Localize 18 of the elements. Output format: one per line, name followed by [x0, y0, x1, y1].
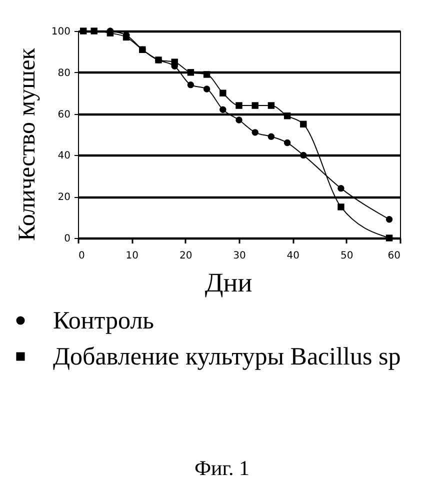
x-tick-label: 60 [388, 250, 400, 262]
x-tick-label: 40 [286, 250, 300, 262]
text: Фиг. 1 [194, 456, 250, 480]
legend-label: Добавление культуры Bacillus sp [53, 344, 401, 370]
x-axis-title: Дни [204, 268, 252, 298]
y-tick-label: 0 [64, 234, 70, 244]
x-tick-label: 10 [126, 250, 139, 262]
legend-label: Контроль [53, 308, 154, 334]
x-tick-label: 20 [179, 250, 192, 262]
y-tick-label: 80 [58, 68, 70, 79]
y-tick-label: 100 [51, 26, 70, 38]
y-tick-label: 60 [58, 109, 70, 120]
y-tick-label: 20 [58, 192, 70, 204]
x-tick-label: 30 [233, 250, 246, 262]
y-tick-label: 40 [58, 150, 70, 162]
x-tick-label: 0 [78, 250, 85, 262]
y-axis-title: Количество мушек [14, 48, 40, 241]
x-tick-label: 50 [340, 250, 354, 262]
